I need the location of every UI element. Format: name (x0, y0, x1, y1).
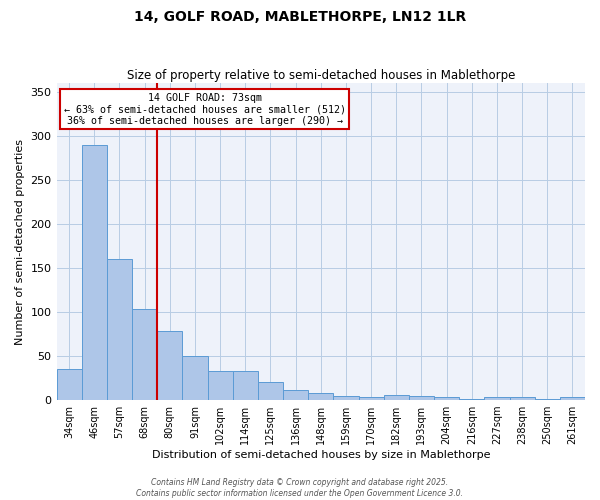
Text: Contains HM Land Registry data © Crown copyright and database right 2025.
Contai: Contains HM Land Registry data © Crown c… (137, 478, 464, 498)
Bar (208, 371, 233, 400)
Title: Size of property relative to semi-detached houses in Mablethorpe: Size of property relative to semi-detach… (127, 69, 515, 82)
X-axis label: Distribution of semi-detached houses by size in Mablethorpe: Distribution of semi-detached houses by … (152, 450, 490, 460)
Bar (107, 259, 132, 400)
Bar (459, 399, 484, 400)
Bar (484, 396, 509, 400)
Bar (182, 356, 208, 400)
Bar (283, 390, 308, 400)
Bar (560, 398, 585, 400)
Bar (82, 145, 107, 400)
Text: 14, GOLF ROAD, MABLETHORPE, LN12 1LR: 14, GOLF ROAD, MABLETHORPE, LN12 1LR (134, 10, 466, 24)
Bar (56, 370, 82, 400)
Bar (132, 310, 157, 400)
Bar (157, 332, 182, 400)
Bar (308, 393, 334, 400)
Bar (258, 382, 283, 400)
Text: 14 GOLF ROAD: 73sqm
← 63% of semi-detached houses are smaller (512)
36% of semi-: 14 GOLF ROAD: 73sqm ← 63% of semi-detach… (64, 92, 346, 126)
Y-axis label: Number of semi-detached properties: Number of semi-detached properties (15, 138, 25, 344)
Bar (434, 396, 459, 400)
Bar (233, 371, 258, 400)
Bar (383, 395, 409, 400)
Bar (509, 398, 535, 400)
Bar (334, 396, 359, 400)
Bar (409, 396, 434, 400)
Bar (535, 399, 560, 400)
Bar (359, 396, 383, 400)
